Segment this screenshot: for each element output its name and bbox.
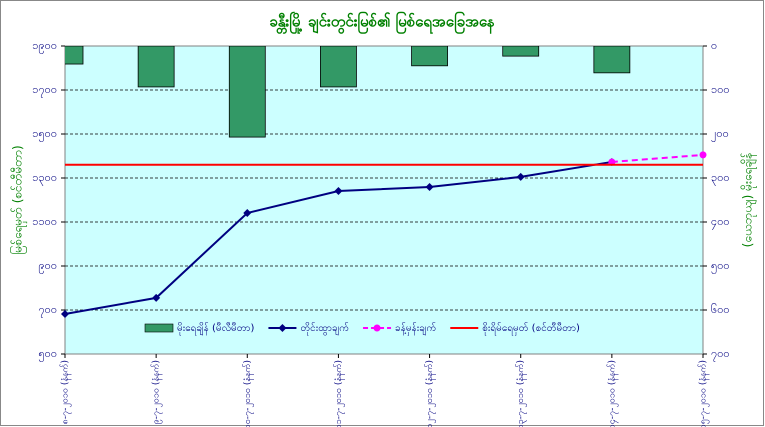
bar — [411, 46, 448, 67]
x-tick-label: ၉-၇-၂၀၁၀ (နံနက်) — [151, 360, 163, 424]
point — [243, 208, 252, 217]
x-tick-label: ၁၄-၇-၂၀၁၀ (နံနက်) — [606, 360, 618, 427]
point — [516, 172, 525, 181]
y-tick-label: ၁၅၀၀ — [32, 127, 57, 142]
legend-label: ခန့်မှန်းချက် — [395, 321, 436, 336]
legend-item: ခန့်မှန်းချက် — [363, 321, 436, 336]
bar — [228, 46, 266, 138]
y2-tick-label: ၁၀၀ — [711, 83, 730, 96]
y-tick-label: ၇၀၀ — [38, 303, 57, 318]
x-tick-label: ၁၃-၇-၂၀၁၀ (နံနက်) — [515, 360, 527, 427]
point — [425, 183, 434, 192]
y2-tick-label: ၅၀၀ — [711, 259, 730, 274]
y2-tick-label: ၂၀၀ — [711, 127, 729, 142]
y-tick-label: ၉၀၀ — [38, 259, 57, 274]
point — [61, 309, 69, 318]
legend-item: စိုးရိမ်ရေမှတ် (စင်တီမီတာ) — [450, 321, 580, 336]
bar — [137, 46, 175, 88]
x-tick-label: ၈-၇-၂၀၁၀ (နံနက်) — [60, 360, 72, 424]
y2-tick-label: ၃၀၀ — [711, 171, 730, 186]
y-tick-label: ၁၇၀၀ — [32, 83, 57, 98]
bar — [65, 46, 84, 65]
line — [611, 153, 704, 163]
legend-label: တိုင်းထွာချက် — [300, 321, 349, 336]
legend-label: မိုးရေချိန် (မီလီမီတာ) — [177, 321, 255, 336]
x-tick-label: ၁၁-၇-၂၀၁၀ (နံနက်) — [333, 360, 345, 427]
y-axis-label: မြစ်ရေမှတ် (စင်တီမီတာ) — [9, 145, 28, 254]
point — [608, 158, 616, 166]
legend-marker — [373, 324, 381, 332]
y-tick-label: ၁၃၀၀ — [32, 171, 57, 186]
legend-marker — [278, 324, 287, 332]
bar — [320, 46, 357, 88]
y-tick-label: ၅၀၀ — [38, 347, 57, 362]
point — [334, 186, 343, 195]
y-tick-label: ၁၉၀၀ — [32, 39, 57, 54]
legend-swatch — [144, 323, 174, 333]
legend-item: မိုးရေချိန် (မီလီမီတာ) — [144, 321, 255, 336]
x-tick-label: ၁၀-၇-၂၀၁၀ (နံနက်) — [242, 360, 254, 427]
y2-axis-label: (ယေဘုယျ) မိုးရေချိန် — [740, 153, 758, 248]
y2-tick-label: ၇၀၀ — [711, 347, 730, 362]
bar — [593, 46, 631, 74]
y2-tick-label: ၀ — [711, 39, 717, 52]
x-tick-label: ၁၂-၇-၂၀၁၀ (နံနက်) — [424, 360, 436, 427]
bar — [502, 46, 540, 57]
y2-tick-label: ၄၀၀ — [711, 215, 730, 230]
point — [699, 151, 707, 159]
legend-item: တိုင်းထွာချက် — [268, 321, 349, 336]
point — [152, 293, 161, 302]
plot-area — [64, 45, 704, 355]
legend-label: စိုးရိမ်ရေမှတ် (စင်တီမီတာ) — [482, 321, 580, 336]
plot-clip — [65, 46, 631, 138]
y-tick-label: ၁၁၀၀ — [32, 215, 57, 228]
y2-tick-label: ၆၀၀ — [711, 303, 730, 316]
x-tick-label: ၁၅-၇-၂၀၁၀ (နံနက်) — [698, 360, 710, 427]
